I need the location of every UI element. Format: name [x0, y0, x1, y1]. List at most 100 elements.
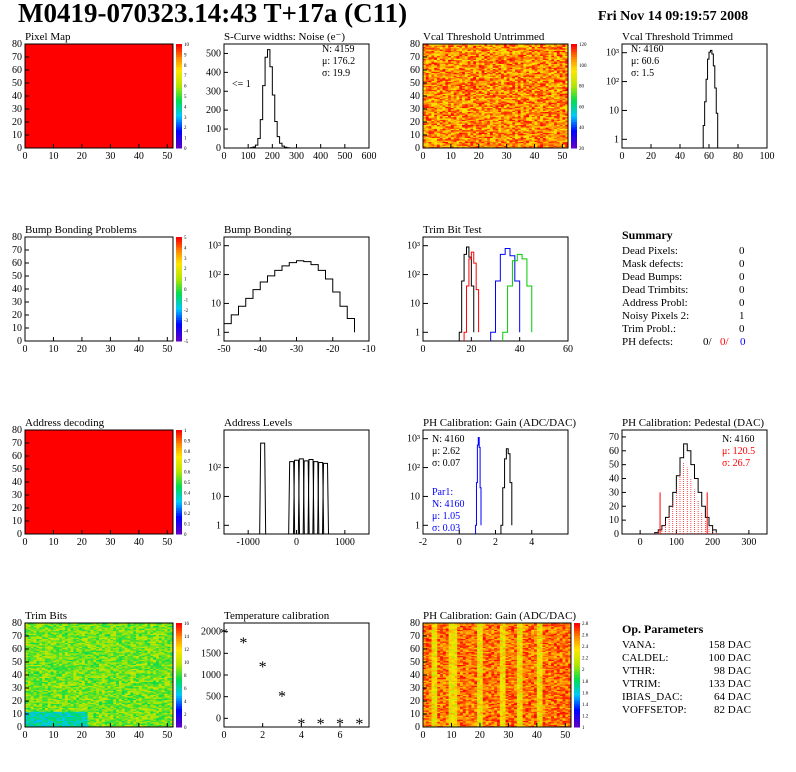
heatmap-cell [67, 47, 71, 50]
heatmap-cell [76, 44, 80, 46]
heatmap-cell [87, 138, 91, 141]
heatmap-cell [167, 59, 171, 62]
heatmap-cell [138, 75, 143, 77]
heatmap-cell [39, 73, 43, 76]
heatmap-cell [44, 110, 49, 112]
heatmap-cell [39, 77, 43, 80]
heatmap-cell [144, 80, 148, 83]
heatmap-cell [87, 67, 91, 70]
heatmap-cell [67, 118, 71, 120]
heatmap-cell [76, 57, 80, 59]
heatmap-cell [124, 98, 128, 101]
heatmap-cell [116, 98, 120, 101]
heatmap-cell [84, 86, 89, 89]
heatmap-cell [434, 145, 438, 148]
heatmap-cell [36, 99, 40, 102]
heatmap-cell [84, 58, 89, 60]
heatmap-cell [155, 72, 160, 75]
heatmap-cell [565, 145, 569, 148]
heatmap-cell [99, 58, 103, 60]
heatmap-cell [141, 144, 145, 146]
heatmap-cell [96, 120, 100, 123]
heatmap-cell [99, 68, 103, 71]
heatmap-cell [73, 102, 77, 105]
heatmap-cell [59, 142, 63, 145]
heatmap-cell [53, 59, 57, 62]
heatmap-cell [130, 44, 134, 46]
heatmap-cell [104, 122, 108, 124]
heatmap-cell [144, 112, 148, 115]
heatmap-cell [150, 64, 154, 67]
heatmap-cell [33, 107, 37, 110]
op-param-value: 133 DAC [709, 678, 751, 690]
heatmap-cell [44, 44, 49, 46]
heatmap-cell [170, 118, 174, 120]
heatmap-cell [73, 60, 77, 63]
heatmap-cell [56, 128, 60, 131]
heatmap-cell [144, 120, 148, 123]
heatmap-cell [155, 106, 160, 109]
heatmap-cell [64, 94, 69, 97]
heatmap-cell [53, 115, 57, 118]
heatmap-cell [121, 141, 126, 144]
heatmap-cell [110, 125, 114, 128]
heatmap-cell [42, 102, 46, 105]
heatmap-cell [56, 79, 60, 81]
heatmap-cell [153, 119, 157, 122]
heatmap-cell [136, 137, 140, 140]
heatmap-cell [56, 50, 60, 53]
heatmap-cell [67, 89, 71, 92]
heatmap-cell [144, 92, 148, 94]
heatmap-cell [113, 101, 117, 103]
heatmap-cell [53, 77, 57, 80]
heatmap-cell [99, 129, 103, 132]
heatmap-cell [116, 54, 120, 57]
heatmap-cell [36, 83, 40, 85]
heatmap-cell [84, 96, 89, 98]
heatmap-cell [50, 118, 54, 120]
heatmap-cell [30, 66, 34, 68]
heatmap-cell [121, 122, 126, 124]
heatmap-cell [90, 55, 94, 58]
heatmap-cell [67, 70, 71, 72]
heatmap-cell [161, 133, 165, 136]
heatmap-cell [141, 63, 145, 66]
heatmap-cell [158, 101, 163, 103]
heatmap-cell [50, 50, 54, 53]
heatmap-cell [73, 86, 77, 89]
heatmap-cell [107, 80, 111, 83]
heatmap-cell [90, 102, 94, 105]
heatmap-cell [64, 132, 69, 135]
heatmap-cell [93, 73, 97, 76]
heatmap-cell [116, 50, 120, 53]
heatmap-cell [104, 71, 108, 73]
heatmap-cell [127, 109, 131, 111]
heatmap-cell [84, 92, 89, 94]
heatmap-cell [130, 138, 134, 141]
heatmap-cell [107, 60, 111, 63]
heatmap-cell [62, 79, 66, 81]
heatmap-cell [59, 136, 63, 138]
heatmap-cell [90, 54, 94, 57]
heatmap-cell [30, 71, 34, 73]
heatmap-cell [99, 81, 103, 84]
heatmap-cell [76, 50, 80, 53]
heatmap-cell [67, 85, 71, 88]
heatmap-cell [101, 118, 106, 120]
heatmap-cell [25, 79, 29, 81]
heatmap-cell [59, 68, 63, 71]
heatmap-cell [158, 67, 163, 70]
heatmap-cell [96, 106, 100, 109]
heatmap-cell [90, 75, 94, 77]
heatmap-cell [144, 77, 148, 80]
heatmap-cell [93, 86, 97, 89]
heatmap-cell [104, 75, 108, 77]
heatmap-cell [118, 94, 123, 97]
heatmap-cell [79, 84, 83, 86]
heatmap-cell [53, 93, 57, 96]
heatmap-cell [107, 71, 111, 73]
heatmap-cell [93, 44, 97, 46]
heatmap-cell [138, 81, 143, 84]
heatmap-cell [53, 68, 57, 71]
heatmap-cell [76, 116, 80, 119]
